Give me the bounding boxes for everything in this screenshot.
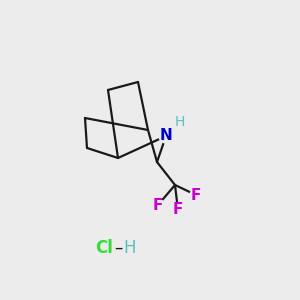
Circle shape	[159, 129, 173, 143]
Circle shape	[190, 189, 202, 201]
Text: F: F	[153, 197, 163, 212]
Circle shape	[172, 204, 184, 216]
Text: H: H	[175, 115, 185, 129]
Text: H: H	[123, 239, 136, 257]
Text: Cl: Cl	[95, 239, 113, 257]
Text: N: N	[160, 128, 172, 143]
Text: F: F	[191, 188, 201, 202]
Text: –: –	[114, 239, 122, 257]
Circle shape	[152, 199, 164, 211]
Text: F: F	[173, 202, 183, 217]
